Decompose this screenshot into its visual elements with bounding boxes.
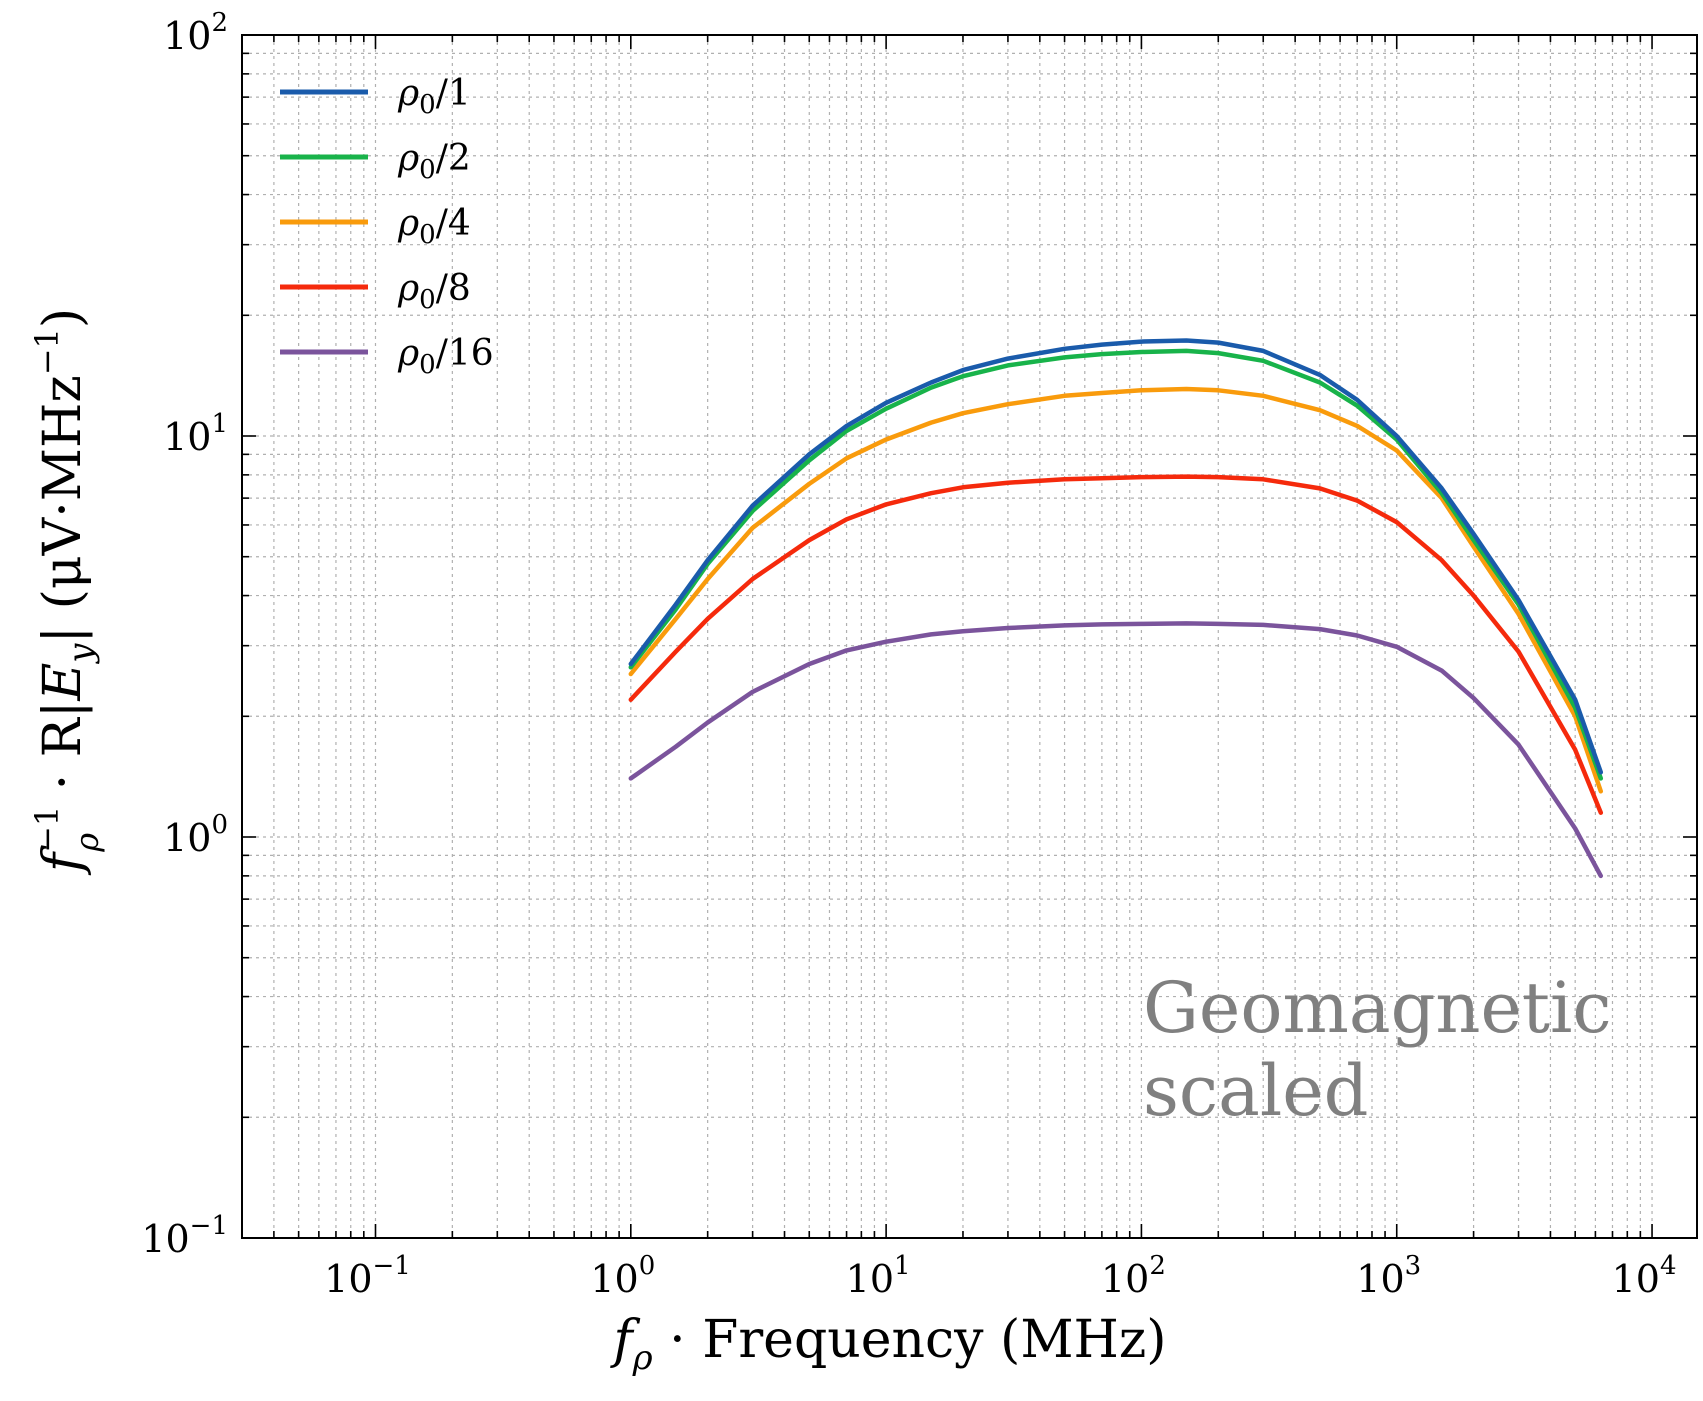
y-axis-label-text2sup: −1: [28, 328, 66, 375]
y-tick-label: 102: [163, 8, 228, 58]
x-tick-label: 102: [1101, 1251, 1166, 1301]
x-tick-label-exp: 4: [1660, 1251, 1677, 1281]
legend-label-main: ρ: [397, 73, 419, 114]
x-tick-label-base: 10: [846, 1257, 894, 1301]
legend-label-sub: 0: [419, 285, 436, 315]
y-axis-label-text2: | (μV·MHz: [33, 375, 93, 643]
x-tick-label-base: 10: [590, 1257, 638, 1301]
legend: ρ0/1ρ0/2ρ0/4ρ0/8ρ0/16: [280, 73, 494, 380]
x-tick-label-base: 10: [1612, 1257, 1660, 1301]
y-axis-label-var: E: [33, 663, 93, 702]
y-axis-label-text1: · R|: [33, 701, 93, 807]
legend-label-rest: /8: [436, 268, 471, 309]
y-tick-label-exp: 0: [211, 810, 228, 840]
series-line-2: [628, 348, 1604, 781]
y-tick-label-exp: 2: [211, 8, 228, 38]
legend-label-sub: 0: [419, 220, 436, 250]
legend-label-main: ρ: [397, 203, 419, 244]
y-axis-label-text3: ): [33, 308, 93, 328]
legend-label: ρ0/8: [397, 268, 471, 315]
x-tick-label-exp: 3: [1405, 1251, 1422, 1281]
grid: [241, 34, 1697, 1239]
legend-label-rest: /4: [436, 203, 471, 244]
x-tick-label-base: 10: [1101, 1257, 1149, 1301]
y-tick-label: 10−1: [141, 1211, 228, 1261]
legend-label-sub: 0: [419, 155, 436, 185]
series-line-3: [628, 386, 1604, 794]
y-axis-label-sub: ρ: [68, 833, 106, 853]
x-axis-label-text: · Frequency (MHz): [653, 1310, 1167, 1370]
y-tick-label-exp: −1: [190, 1211, 228, 1241]
y-axis-label-sup: −1: [28, 806, 66, 853]
y-tick-label-base: 10: [163, 14, 211, 58]
legend-label: ρ0/16: [397, 333, 494, 380]
legend-label-rest: /2: [436, 138, 471, 179]
plot-frame: [241, 34, 1698, 1239]
legend-label: ρ0/4: [397, 203, 471, 250]
annotation-line2: scaled: [1143, 1050, 1368, 1132]
legend-label-sub: 0: [419, 90, 436, 120]
legend-label-rest: /16: [436, 333, 494, 374]
legend-label-rest: /1: [436, 73, 471, 114]
x-axis-label: fρ · Frequency (MHz): [609, 1310, 1166, 1378]
y-tick-label-base: 10: [163, 816, 211, 860]
legend-label: ρ0/1: [397, 73, 471, 120]
x-tick-label: 103: [1356, 1251, 1421, 1301]
series-layer: [628, 338, 1604, 879]
x-tick-label-exp: 2: [1149, 1251, 1166, 1281]
y-axis-label: f−1ρ · R|Ey| (μV·MHz−1): [28, 308, 106, 876]
x-tick-label-base: 10: [324, 1257, 372, 1301]
legend-label-main: ρ: [397, 333, 419, 374]
y-axis-label-varsub: y: [61, 643, 101, 665]
x-tick-label-exp: −1: [373, 1251, 411, 1281]
y-tick-label-exp: 1: [211, 409, 228, 439]
series-line-1: [628, 338, 1604, 775]
y-tick-label-base: 10: [141, 1217, 189, 1261]
x-axis-label-sub: ρ: [632, 1338, 653, 1378]
legend-label: ρ0/2: [397, 138, 471, 185]
x-tick-label-exp: 0: [639, 1251, 656, 1281]
legend-label-main: ρ: [397, 138, 419, 179]
legend-label-main: ρ: [397, 268, 419, 309]
x-tick-label-exp: 1: [894, 1251, 911, 1281]
series-line-5: [628, 621, 1604, 879]
x-tick-label-base: 10: [1356, 1257, 1404, 1301]
y-tick-label: 100: [163, 810, 228, 860]
x-tick-label: 104: [1612, 1251, 1677, 1301]
y-tick-label: 101: [163, 409, 228, 459]
x-tick-label: 10−1: [324, 1251, 411, 1301]
legend-label-sub: 0: [419, 350, 436, 380]
x-tick-label: 100: [590, 1251, 655, 1301]
annotation-line1: Geomagnetic: [1143, 967, 1612, 1049]
x-tick-label: 101: [846, 1251, 911, 1301]
series-line-4: [628, 474, 1604, 815]
y-tick-label-base: 10: [163, 415, 211, 459]
